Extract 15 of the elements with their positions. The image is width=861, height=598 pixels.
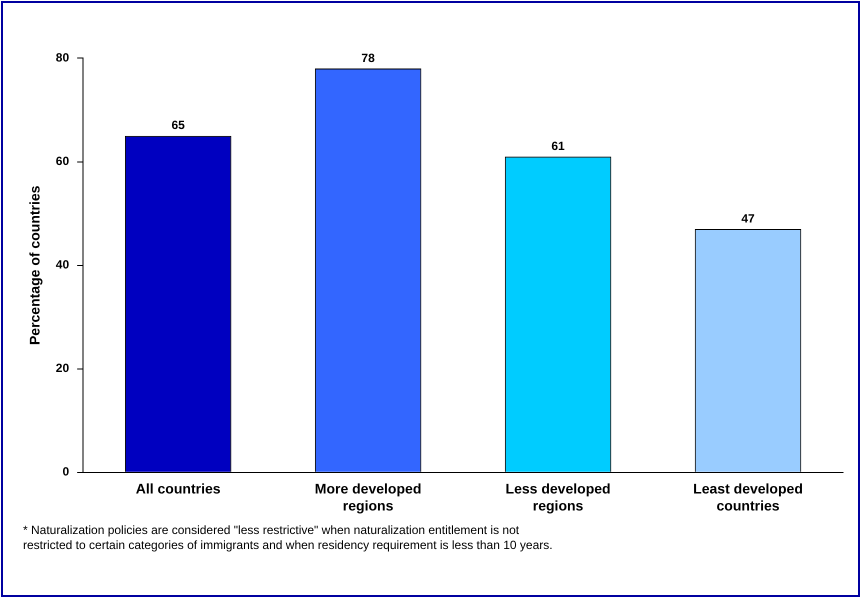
data-label: 47 bbox=[741, 211, 756, 226]
x-tick-label: More developed regions bbox=[314, 480, 422, 514]
x-tick-label: All countries bbox=[136, 480, 221, 497]
y-axis-title: Percentage of countries bbox=[26, 185, 42, 346]
x-tick-label: Less developed regions bbox=[506, 480, 611, 514]
y-tick-label: 40 bbox=[56, 258, 70, 272]
y-tick-label: 80 bbox=[56, 50, 70, 65]
data-label: 61 bbox=[551, 138, 566, 153]
y-tick-label: 60 bbox=[56, 154, 70, 168]
data-label: 65 bbox=[171, 118, 186, 132]
y-tick-label: 0 bbox=[62, 464, 70, 479]
data-label: 78 bbox=[361, 50, 376, 65]
y-tick-label: 20 bbox=[56, 361, 70, 376]
x-tick-label: Least developed countries bbox=[693, 480, 803, 514]
text: * Naturalization policies are considered "less restrictive" when naturalization entitlement is not restricted to certain categories of immigrants and when residency requirement is less than 10 years. bbox=[23, 523, 554, 553]
